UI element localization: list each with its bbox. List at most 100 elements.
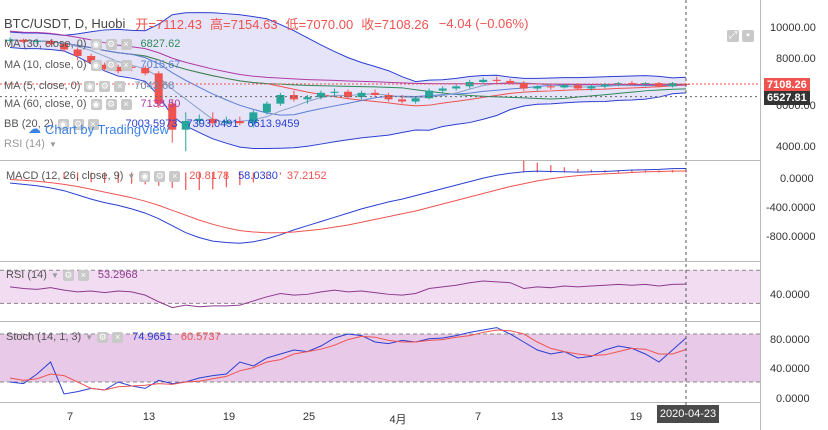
- eye-icon[interactable]: ◉: [57, 118, 69, 130]
- gear-icon[interactable]: ⚙: [105, 98, 117, 110]
- rsi-band: [0, 270, 760, 304]
- chevron-down-icon[interactable]: ▼: [48, 139, 57, 149]
- bb-upper-value: 7393.0491: [186, 118, 239, 130]
- bb-upper-line: [9, 12, 687, 83]
- last-price-tag: 7108.26: [764, 78, 810, 92]
- macd-signal-value: 37.2152: [286, 170, 327, 182]
- macd-line-value: 58.0330: [238, 170, 278, 182]
- candle-body: [46, 40, 55, 45]
- candle-body: [357, 92, 366, 98]
- ma-price-tag: 6527.81: [764, 91, 810, 105]
- eye-icon[interactable]: ◉: [90, 98, 102, 110]
- rsi-collapsed-legend[interactable]: RSI (14) ▼: [4, 138, 57, 150]
- macd-line: [9, 167, 687, 244]
- chevron-down-icon[interactable]: ▼: [50, 270, 59, 280]
- gear-icon[interactable]: ⚙: [105, 59, 117, 71]
- close-icon[interactable]: ×: [120, 59, 132, 71]
- eye-icon[interactable]: ◉: [139, 170, 151, 182]
- candle-body: [330, 91, 339, 93]
- rsi-legend[interactable]: RSI (14) ▼ ⚙ × 53.2968: [6, 269, 138, 281]
- gear-icon[interactable]: ⚙: [72, 118, 84, 130]
- stoch-k-value: 74.9651: [132, 331, 172, 343]
- y-tick: 0.0000: [780, 173, 814, 185]
- macd-legend[interactable]: MACD (12, 26, close, 9) ▼ ◉ ⚙ × 20.8178 58…: [6, 170, 327, 182]
- maximize-icon[interactable]: ⤢: [727, 30, 739, 42]
- ma30-name: MA (30, close, 0): [4, 38, 87, 50]
- candle-body: [276, 95, 285, 104]
- y-tick: 0.0000: [776, 393, 810, 405]
- gear-icon[interactable]: ⚙: [97, 331, 109, 343]
- ma10-line: [9, 39, 687, 116]
- y-tick: 4000.00: [776, 141, 816, 153]
- eye-icon[interactable]: ◉: [84, 80, 96, 92]
- ma60-legend[interactable]: MA (60, close, 0) ◉ ⚙ × 7138.50: [4, 98, 180, 110]
- close-icon[interactable]: ×: [112, 331, 124, 343]
- chevron-down-icon[interactable]: ▼: [127, 171, 136, 181]
- cloud-icon: ☁: [28, 121, 41, 136]
- ma10-name: MA (10, close, 0): [4, 59, 87, 71]
- close-icon[interactable]: ×: [77, 269, 89, 281]
- gear-icon[interactable]: ⚙: [154, 170, 166, 182]
- x-tick: 25: [302, 411, 316, 423]
- close-icon[interactable]: ×: [169, 170, 181, 182]
- y-tick: -800.0000: [766, 231, 816, 243]
- candle-body: [560, 85, 569, 88]
- candle-body: [533, 86, 542, 89]
- macd-signal-line: [9, 170, 687, 234]
- ma10-value: 7015.67: [140, 59, 181, 71]
- close-icon[interactable]: ×: [87, 118, 99, 130]
- change-value: −4.04 (−0.06%): [438, 16, 529, 31]
- ma10-legend[interactable]: MA (10, close, 0) ◉ ⚙ × 7015.67: [4, 59, 180, 71]
- gear-icon[interactable]: ⚙: [62, 269, 74, 281]
- close-value: 收=7108.26: [361, 17, 429, 32]
- eye-icon[interactable]: ◉: [90, 38, 102, 50]
- x-tick: 7: [474, 411, 482, 423]
- bb-middle-value: 7003.5973: [125, 118, 178, 130]
- symbol-title[interactable]: BTC/USDT, D, Huobi: [4, 16, 126, 31]
- candle-body: [411, 98, 420, 102]
- ma5-legend[interactable]: MA (5, close, 0) ◉ ⚙ × 7043.68: [4, 80, 174, 92]
- candle-body: [627, 83, 636, 85]
- open-value: 开=7112.43: [135, 17, 202, 32]
- gear-icon[interactable]: ⚙: [99, 80, 111, 92]
- close-icon[interactable]: ×: [120, 38, 132, 50]
- candle-body: [492, 79, 501, 81]
- candle-body: [19, 39, 28, 42]
- x-tick: 7: [66, 411, 74, 423]
- minimize-icon[interactable]: ▪: [742, 30, 754, 42]
- candle-body: [614, 83, 623, 85]
- candle-body: [6, 39, 14, 41]
- candle-body: [33, 40, 42, 42]
- candle-body: [262, 103, 271, 113]
- rsi-line: [9, 280, 687, 309]
- stoch-legend[interactable]: Stoch (14, 1, 3) ▼ ⚙ × 74.9651 60.5737: [6, 331, 221, 343]
- candle-body: [384, 95, 393, 100]
- low-value: 低=7070.00: [285, 17, 354, 32]
- y-tick: 8000.00: [776, 53, 816, 65]
- stoch-band: [0, 334, 760, 382]
- candle-body: [668, 83, 677, 87]
- candle-body: [316, 92, 325, 98]
- candle-body: [73, 49, 82, 56]
- bb-legend[interactable]: BB (20, 2) ◉ ⚙ × 7003.5973 7393.0491 6613.…: [4, 118, 300, 130]
- y-tick: 40.0000: [770, 363, 810, 375]
- chevron-down-icon[interactable]: ▼: [85, 332, 94, 342]
- x-tick: 13: [142, 411, 156, 423]
- eye-icon[interactable]: ◉: [90, 59, 102, 71]
- stoch-k-line: [9, 327, 687, 395]
- x-tick: 4月: [389, 414, 407, 426]
- candle-body: [398, 99, 407, 102]
- bb-lower-value: 6613.9459: [247, 118, 300, 130]
- x-tick: 19: [629, 411, 643, 423]
- candle-body: [344, 91, 352, 98]
- stoch-d-value: 60.5737: [180, 331, 221, 343]
- stoch-name: Stoch (14, 1, 3): [6, 331, 82, 343]
- close-icon[interactable]: ×: [114, 80, 126, 92]
- close-icon[interactable]: ×: [120, 98, 132, 110]
- candle-body: [519, 83, 528, 89]
- candle-body: [141, 67, 150, 74]
- ma30-legend[interactable]: MA (30, close, 0) ◉ ⚙ × 6827.62: [4, 38, 180, 50]
- tradingview-watermark[interactable]: ☁ Chart by TradingView: [28, 121, 169, 137]
- bb-name: BB (20, 2): [4, 118, 54, 130]
- gear-icon[interactable]: ⚙: [105, 38, 117, 50]
